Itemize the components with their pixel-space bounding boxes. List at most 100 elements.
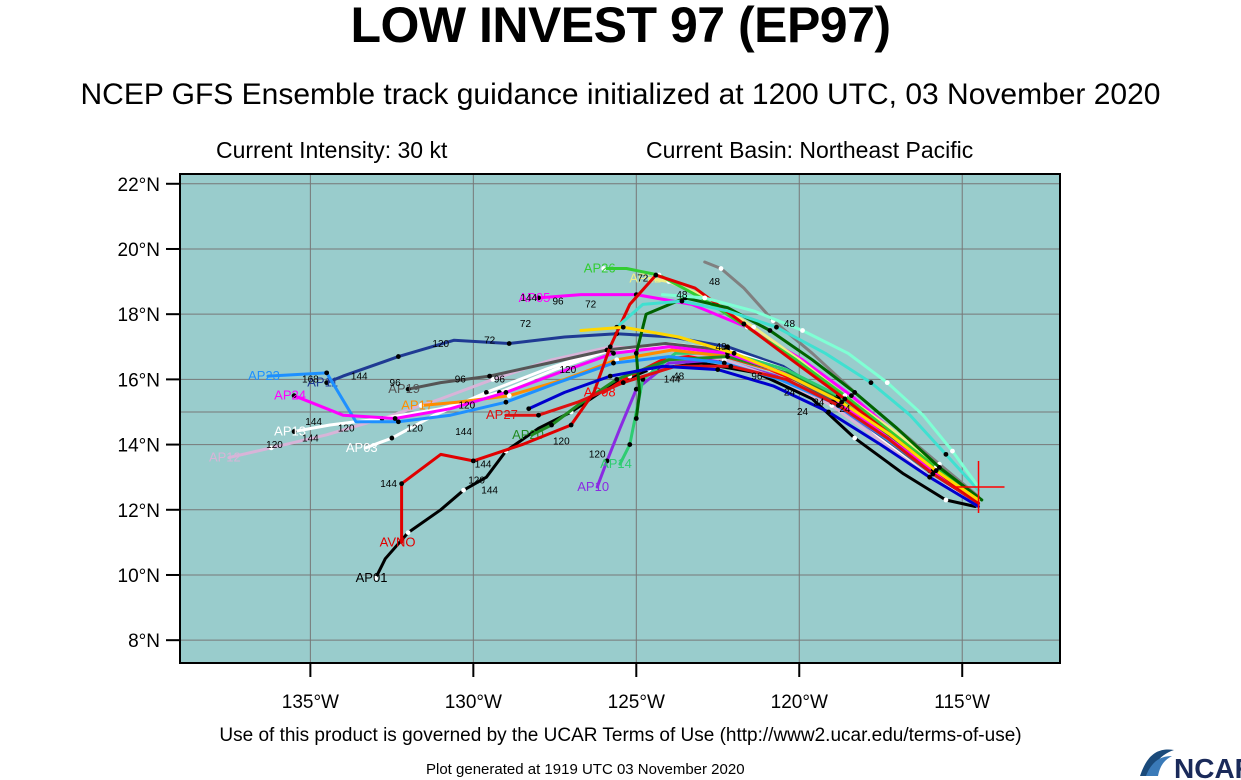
track-point	[487, 373, 493, 379]
forecast-hour-label: 120	[553, 437, 570, 448]
y-tick-label: 22°N	[118, 175, 160, 196]
y-tick-label: 10°N	[118, 566, 160, 587]
track-line	[660, 293, 980, 489]
forecast-hour-label: 72	[637, 274, 649, 285]
track-point	[826, 409, 831, 415]
forecast-hour-markers: 2424242448484848487272727296969696961201…	[266, 274, 851, 497]
forecast-hour-label: 24	[813, 397, 825, 408]
track-label: AP12	[209, 450, 241, 465]
track-label: AP27	[486, 407, 518, 422]
track-point	[324, 380, 330, 386]
forecast-hour-label: 120	[432, 339, 449, 350]
forecast-hour-label: 144	[455, 427, 472, 438]
track-label: AP01	[356, 570, 388, 585]
track-point	[601, 266, 607, 271]
forecast-hour-label: 144	[351, 371, 368, 382]
track-point	[933, 468, 939, 474]
track-point	[950, 448, 955, 454]
track-point	[620, 380, 626, 386]
track-point	[927, 474, 933, 480]
track-point	[930, 471, 936, 477]
track-label: AP03	[346, 440, 378, 455]
track-point	[868, 380, 874, 386]
forecast-hour-label: 96	[553, 296, 565, 307]
track-point	[373, 575, 378, 581]
forecast-hour-label: 144	[305, 417, 322, 428]
track-point	[679, 298, 685, 304]
track-point	[503, 390, 509, 395]
forecast-hour-label: 144	[520, 293, 537, 304]
y-tick-label: 16°N	[118, 370, 160, 391]
track-label: AP23	[248, 368, 280, 383]
forecast-hour-label: 48	[676, 290, 688, 301]
y-tick-label: 20°N	[118, 240, 160, 261]
track-point	[620, 324, 626, 330]
track-label: AP19	[388, 381, 420, 396]
track-point	[291, 429, 297, 434]
track-point	[774, 324, 779, 330]
x-tick-label: 120°W	[771, 692, 828, 713]
x-tick-label: 130°W	[445, 692, 502, 713]
forecast-hour-label: 48	[673, 371, 685, 382]
track-point	[604, 458, 610, 464]
track-line	[615, 299, 980, 492]
forecast-hour-label: 48	[784, 319, 796, 330]
track-point	[633, 350, 639, 356]
x-tick-label: 135°W	[282, 692, 339, 713]
y-tick-label: 12°N	[118, 501, 160, 522]
y-tick-label: 18°N	[118, 305, 160, 326]
forecast-hour-label: 144	[475, 459, 492, 470]
forecast-hour-label: 48	[715, 342, 727, 353]
track-point	[937, 465, 942, 470]
track-point	[461, 487, 466, 493]
plot-generated-time: Plot generated at 1919 UTC 03 November 2…	[426, 761, 745, 778]
track-point	[395, 419, 401, 425]
track-point	[884, 380, 890, 386]
track-point	[405, 530, 411, 535]
track-point	[718, 266, 724, 271]
track-point	[767, 328, 773, 333]
track-point	[611, 350, 616, 356]
forecast-hour-label: 96	[494, 375, 506, 386]
track-point	[568, 422, 574, 428]
track-point	[395, 354, 401, 359]
track-point	[549, 422, 554, 428]
forecast-hour-label: 72	[585, 300, 597, 311]
track-label: AP17	[401, 397, 433, 412]
track-point	[653, 272, 659, 278]
forecast-hour-label: 24	[839, 404, 851, 415]
track-point	[490, 376, 496, 382]
track-point	[731, 350, 737, 356]
forecast-hour-label: 48	[709, 277, 721, 288]
ncar-logo-text: NCAR	[1174, 753, 1241, 780]
track-point	[405, 386, 411, 392]
track-point	[399, 481, 405, 487]
track-label: AP10	[577, 479, 609, 494]
track-label: AP05	[519, 290, 551, 305]
track-point	[614, 376, 620, 382]
forecast-hour-label: 168	[302, 375, 319, 386]
track-point	[852, 435, 858, 441]
forecast-hour-label: 24	[784, 388, 796, 399]
ncar-logo-icon	[1140, 749, 1174, 776]
track-point	[324, 370, 330, 376]
track-point	[506, 341, 512, 346]
current-position-marker	[952, 460, 1005, 513]
ensemble-tracks: AP01AP03AP05AP08AP10AP11AP12AP13AP14AP17…	[209, 260, 984, 585]
track-point	[627, 442, 633, 447]
track-label: AP13	[274, 424, 306, 439]
y-tick-label: 14°N	[118, 436, 160, 457]
track-point	[633, 386, 639, 392]
forecast-hour-label: 144	[302, 433, 319, 444]
track-point	[702, 295, 708, 301]
forecast-hour-label: 120	[589, 450, 606, 461]
forecast-hour-label: 96	[751, 371, 763, 382]
forecast-hour-label: 144	[380, 479, 397, 490]
chart-title: LOW INVEST 97 (EP97)	[350, 0, 891, 53]
track-point	[506, 393, 512, 399]
forecast-hour-label: 120	[406, 424, 423, 435]
track-line	[527, 364, 980, 508]
track-point	[503, 399, 509, 405]
track-point	[728, 363, 734, 369]
track-point	[943, 451, 949, 457]
